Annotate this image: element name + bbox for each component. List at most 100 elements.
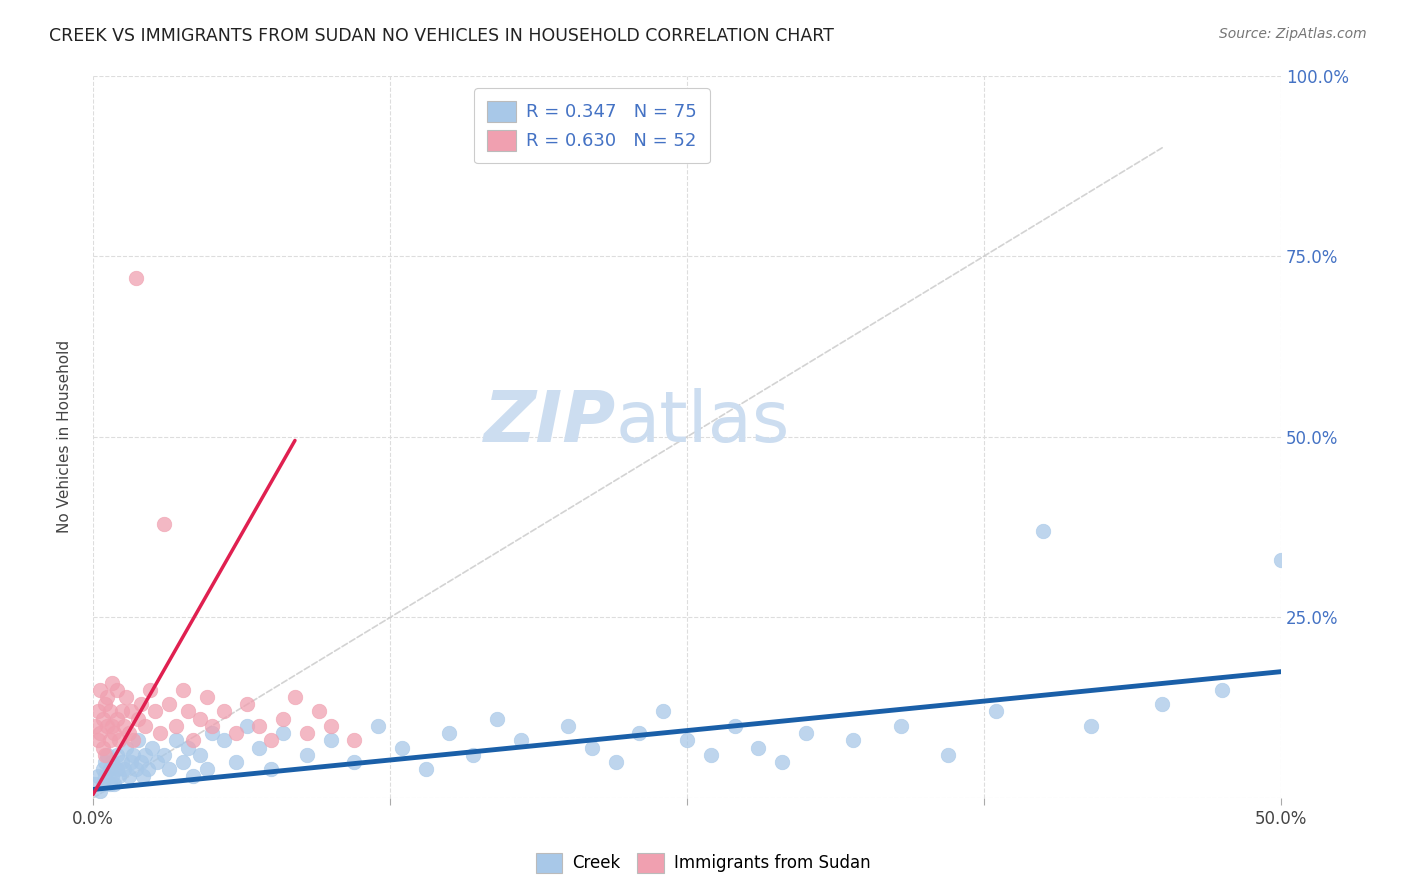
Text: ZIP: ZIP [484,388,616,457]
Point [842,733,865,747]
Point [98,762,121,776]
Point [118,726,141,740]
Point [181,769,204,783]
Point [723,719,745,733]
Point [105,682,128,697]
Point [284,690,307,704]
Point [165,719,187,733]
Point [87,769,110,783]
Point [118,769,141,783]
Point [271,712,294,726]
Point [112,719,135,733]
Point [84,719,107,733]
Point [105,747,128,762]
Point [319,719,342,733]
Point [96,719,118,733]
Point [89,682,111,697]
Text: atlas: atlas [616,388,790,457]
Point [247,719,270,733]
Point [89,784,111,798]
Point [98,777,121,791]
Point [115,690,138,704]
Point [212,705,235,719]
Point [94,769,117,783]
Point [134,719,156,733]
Point [91,777,114,791]
Point [343,755,366,769]
Point [153,516,176,531]
Point [676,733,699,747]
Point [153,747,176,762]
Y-axis label: No Vehicles in Household: No Vehicles in Household [58,340,72,533]
Point [157,762,180,776]
Point [1152,697,1174,711]
Point [177,740,200,755]
Point [260,733,283,747]
Point [127,733,149,747]
Point [136,762,159,776]
Point [141,740,163,755]
Point [172,755,194,769]
Point [201,719,224,733]
Point [1080,719,1102,733]
Point [225,726,247,740]
Point [890,719,912,733]
Point [129,755,152,769]
Point [127,712,149,726]
Point [120,705,142,719]
Point [195,762,218,776]
Point [177,705,200,719]
Point [172,682,194,697]
Point [84,777,107,791]
Point [770,755,793,769]
Point [581,740,603,755]
Point [271,726,294,740]
Point [260,762,283,776]
Point [747,740,769,755]
Point [188,712,211,726]
Point [122,733,145,747]
Point [463,747,485,762]
Point [188,747,211,762]
Point [105,712,128,726]
Point [110,755,132,769]
Point [115,740,138,755]
Point [225,755,247,769]
Point [122,747,145,762]
Point [101,755,124,769]
Point [101,719,124,733]
Point [628,726,651,740]
Point [125,762,148,776]
Point [295,726,318,740]
Point [94,747,117,762]
Point [343,733,366,747]
Point [103,777,125,791]
Point [89,726,111,740]
Point [125,270,148,285]
Point [605,755,627,769]
Point [247,740,270,755]
Text: CREEK VS IMMIGRANTS FROM SUDAN NO VEHICLES IN HOUSEHOLD CORRELATION CHART: CREEK VS IMMIGRANTS FROM SUDAN NO VEHICL… [49,27,834,45]
Point [236,697,259,711]
Point [101,769,124,783]
Point [103,726,125,740]
Point [87,733,110,747]
Point [108,769,131,783]
Point [984,705,1007,719]
Point [148,726,170,740]
Point [98,733,121,747]
Point [134,747,156,762]
Text: Source: ZipAtlas.com: Source: ZipAtlas.com [1219,27,1367,41]
Point [96,747,118,762]
Point [1270,552,1292,566]
Point [391,740,413,755]
Point [157,697,180,711]
Point [110,705,132,719]
Point [112,762,135,776]
Point [308,705,330,719]
Point [700,747,723,762]
Legend: Creek, Immigrants from Sudan: Creek, Immigrants from Sudan [529,847,877,880]
Point [91,762,114,776]
Legend: R = 0.347   N = 75, R = 0.630   N = 52: R = 0.347 N = 75, R = 0.630 N = 52 [474,88,710,163]
Point [132,769,155,783]
